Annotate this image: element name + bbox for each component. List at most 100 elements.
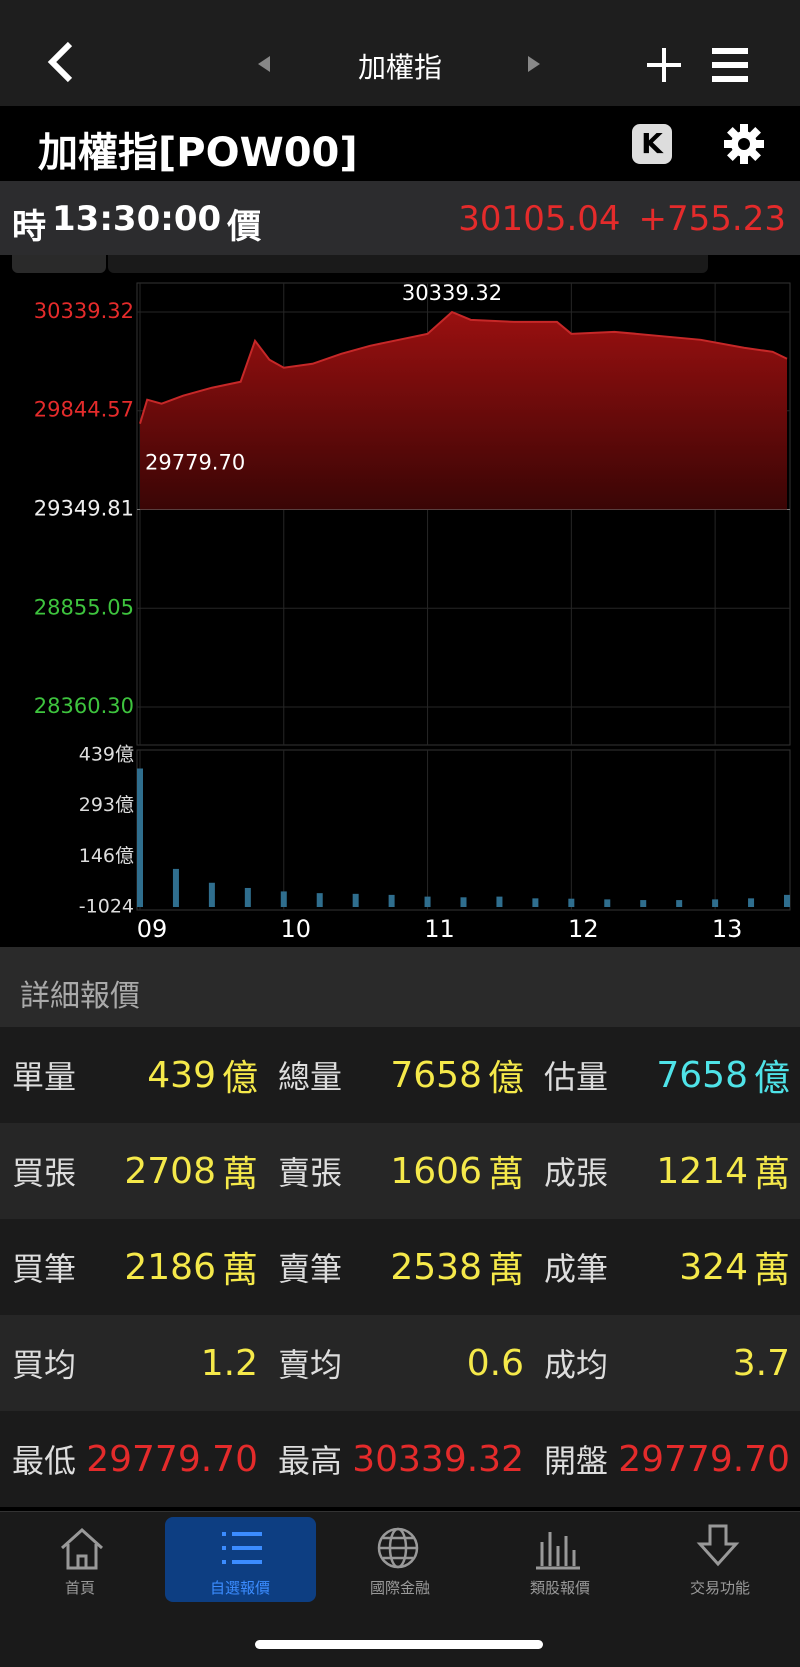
volume-bar: [748, 898, 755, 907]
detail-label: 買筆: [12, 1250, 77, 1288]
x-tick-label: 12: [568, 915, 599, 943]
detail-cell: 買均 1.2: [0, 1340, 266, 1386]
next-arrow[interactable]: [526, 56, 540, 72]
active-tab-bg: [165, 1517, 316, 1602]
detail-cell: 成均 3.7: [532, 1340, 798, 1386]
tab-label[interactable]: 國際金融: [369, 1579, 430, 1597]
detail-row: 買張 2708 萬賣張 1606 萬成張 1214 萬: [0, 1123, 800, 1219]
detail-value: 29779.70: [86, 1438, 258, 1480]
detail-value: 324: [679, 1246, 748, 1288]
tab-label[interactable]: 交易功能: [689, 1579, 750, 1597]
detail-value: 1214: [656, 1150, 748, 1192]
detail-label: 成均: [544, 1346, 609, 1384]
detail-unit: 萬: [753, 1154, 790, 1195]
x-tick-label: 09: [137, 915, 168, 943]
k-button[interactable]: K: [632, 124, 672, 164]
detail-label: 單量: [12, 1058, 77, 1096]
y-tick-label: 29349.81: [34, 497, 134, 521]
y-tick-label: 439億: [79, 744, 134, 766]
symbol-title: 加權指[POW00]: [38, 130, 358, 176]
detail-value: 2538: [390, 1246, 482, 1288]
annotation: 30339.32: [402, 281, 502, 305]
nav-title: 加權指: [357, 51, 442, 84]
detail-unit: 萬: [487, 1250, 524, 1291]
detail-row: 單量 439 億總量 7658 億估量 7658 億: [0, 1027, 800, 1123]
detail-label: 最低: [12, 1442, 77, 1480]
detail-cell: 買筆 2186 萬: [0, 1241, 266, 1293]
volume-bar: [137, 768, 143, 907]
volume-bar: [712, 899, 719, 907]
detail-row: 買均 1.2 賣均 0.6 成均 3.7: [0, 1315, 800, 1411]
detail-label: 買張: [12, 1154, 77, 1192]
tab-label[interactable]: 首頁: [64, 1579, 95, 1597]
detail-cell: 成筆 324 萬: [532, 1241, 798, 1293]
quote-bar: 時 13:30:00 價 30105.04 +755.23: [0, 181, 800, 255]
volume-bar: [460, 897, 467, 907]
volume-bar: [208, 882, 215, 907]
volume-frame: [136, 749, 791, 911]
detail-label: 最高: [278, 1442, 343, 1480]
detail-cell: 成張 1214 萬: [532, 1145, 798, 1197]
menu-button[interactable]: [710, 46, 750, 84]
detail-row: 買筆 2186 萬賣筆 2538 萬成筆 324 萬: [0, 1219, 800, 1315]
y-tick-label: 28360.30: [34, 694, 134, 718]
tab-label[interactable]: 類股報價: [529, 1579, 590, 1597]
detail-label: 開盤: [544, 1442, 609, 1480]
chart: 09 10 11 12 13 30339.32 29844.57 29349.81 28855.…: [34, 281, 791, 943]
globe-icon: [377, 1527, 419, 1569]
volume-bar: [280, 891, 287, 907]
detail-unit: 億: [753, 1058, 790, 1099]
x-tick-label: 13: [712, 915, 743, 943]
x-tick-label: 11: [424, 915, 455, 943]
add-button[interactable]: [645, 46, 683, 84]
time-label: 時: [12, 207, 46, 247]
detail-unit: 萬: [221, 1154, 258, 1195]
detail-cell: 最低 29779.70: [0, 1436, 266, 1482]
volume-bar: [604, 899, 611, 907]
volume-bar: [352, 893, 359, 907]
prev-arrow[interactable]: [258, 56, 272, 72]
detail-label: 總量: [278, 1058, 343, 1096]
y-tick-label: 293億: [79, 794, 134, 816]
detail-cell: 賣均 0.6: [266, 1340, 532, 1386]
detail-cell: 賣張 1606 萬: [266, 1145, 532, 1197]
home-icon: [60, 1527, 104, 1570]
strip-bar: [108, 255, 708, 273]
y-tick-label: 28855.05: [34, 595, 134, 619]
detail-cell: 估量 7658 億: [532, 1049, 798, 1101]
volume-bar: [568, 898, 575, 907]
back-button[interactable]: [40, 40, 80, 84]
detail-label: 賣張: [278, 1154, 343, 1192]
volume-bar: [640, 900, 647, 907]
volume-bar: [784, 894, 790, 907]
settings-button[interactable]: [722, 122, 766, 166]
detail-value: 30339.32: [352, 1438, 524, 1480]
price-frame: [136, 282, 791, 746]
detail-label: 賣均: [278, 1346, 343, 1384]
detail-value: 0.6: [466, 1342, 524, 1384]
time-group: 時 13:30:00 價: [12, 199, 261, 248]
volume-bar: [676, 900, 683, 907]
detail-row: 最低 29779.70 最高 30339.32 開盤 29779.70: [0, 1411, 800, 1507]
volume-bar: [496, 896, 503, 907]
price-area: [140, 312, 787, 510]
detail-cell: 賣筆 2538 萬: [266, 1241, 532, 1293]
price: 30105.04: [458, 199, 621, 239]
y-tick-label: 29844.57: [34, 398, 134, 422]
y-tick-label: -1024: [79, 896, 134, 918]
detail-value: 2708: [124, 1150, 216, 1192]
time: 13:30:00: [52, 199, 222, 239]
tab-label[interactable]: 自選報價: [209, 1579, 270, 1597]
detail-cell: 開盤 29779.70: [532, 1436, 798, 1482]
volume-bar: [316, 893, 323, 907]
detail-unit: 億: [487, 1058, 524, 1099]
volume-bar: [172, 868, 179, 907]
price-group: 30105.04 +755.23: [458, 199, 786, 239]
detail-label: 成筆: [544, 1250, 609, 1288]
detail-value: 1606: [390, 1150, 482, 1192]
list-icon: [222, 1532, 262, 1564]
detail-cell: 總量 7658 億: [266, 1049, 532, 1101]
detail-value: 3.7: [732, 1342, 790, 1384]
detail-cell: 買張 2708 萬: [0, 1145, 266, 1197]
